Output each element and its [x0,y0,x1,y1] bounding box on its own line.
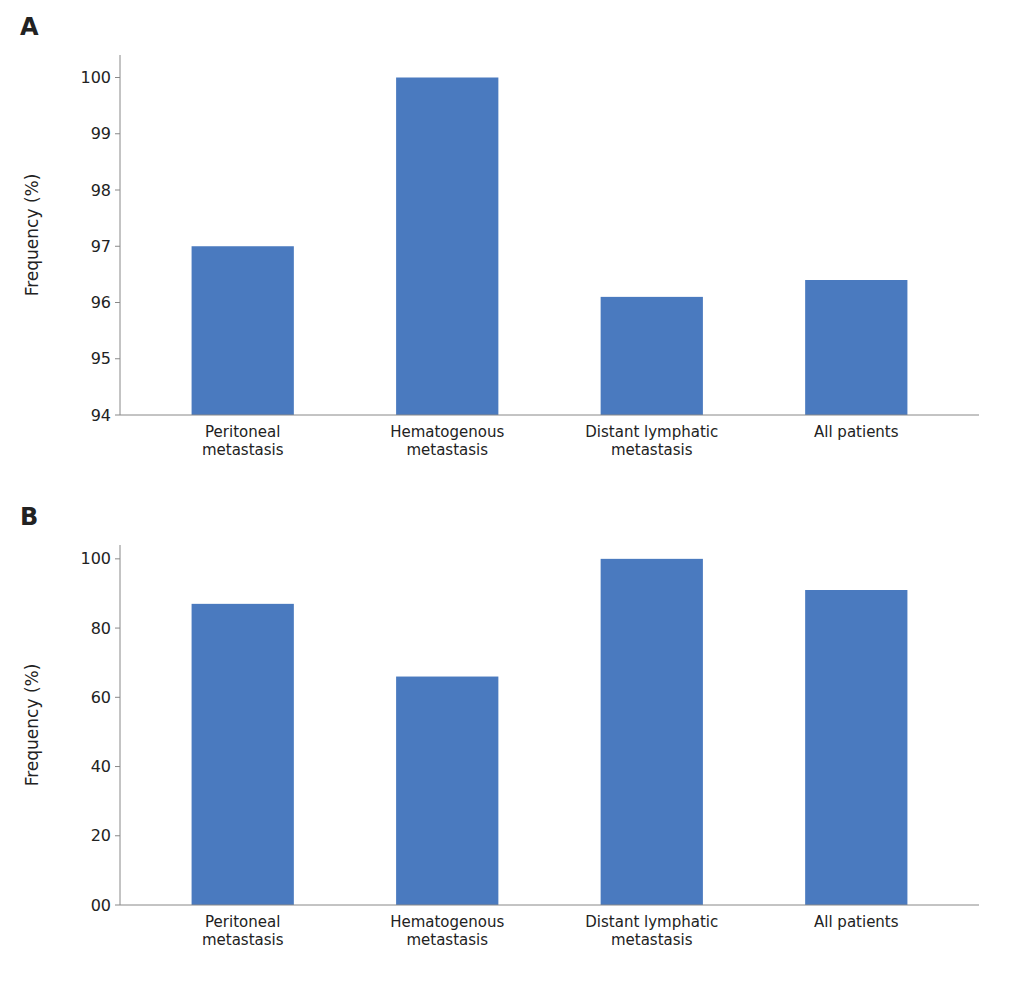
x-tick-label: All patients [814,423,899,441]
y-tick [115,905,120,906]
bar [192,246,294,415]
y-tick [115,77,120,78]
panel-label: B [20,503,38,531]
y-tick [115,415,120,416]
panel: A 94 95 96 97 98 99 100 Frequency (%) Peritonealm… [20,13,979,459]
x-tick-label: Distant lymphaticmetastasis [585,913,718,949]
x-tick-label: Hematogenousmetastasis [390,913,504,949]
x-tick-label: Peritonealmetastasis [202,913,284,949]
x-tick-label: Hematogenousmetastasis [390,423,504,459]
bar [601,297,703,415]
y-tick [115,190,120,191]
bars [192,78,908,416]
bar [805,280,907,415]
y-tick [115,766,120,767]
y-tick-label: 94 [91,406,111,425]
x-tick-label: Distant lymphaticmetastasis [585,423,718,459]
bar [601,559,703,905]
y-tick-label: 00 [91,896,111,915]
y-axis-line [120,55,121,415]
y-tick [115,358,120,359]
y-tick [115,133,120,134]
y-tick-label: 95 [91,349,111,368]
chart-canvas: A 94 95 96 97 98 99 100 Frequency (%) Peritonealm… [0,0,1019,997]
y-tick-label: 97 [91,237,111,256]
y-tick [115,835,120,836]
bar [396,677,498,905]
y-tick-label: 96 [91,293,111,312]
panel-label: A [20,13,39,41]
y-tick-label: 99 [91,124,111,143]
x-tick-label: Peritonealmetastasis [202,423,284,459]
y-tick-label: 100 [80,549,111,568]
x-axis-line [120,905,979,906]
y-tick [115,246,120,247]
bar [396,78,498,416]
y-tick [115,302,120,303]
y-axis-label: Frequency (%) [22,664,42,787]
y-tick [115,628,120,629]
y-tick-label: 60 [91,688,111,707]
y-tick-label: 100 [80,68,111,87]
bar [192,604,294,905]
y-tick-label: 98 [91,181,111,200]
y-tick-label: 20 [91,826,111,845]
y-tick [115,558,120,559]
panel: B 00 20 40 60 80 100 Frequency (%) Peritonealmet… [20,503,979,949]
y-axis-label: Frequency (%) [22,174,42,297]
y-tick-label: 40 [91,757,111,776]
y-tick-label: 80 [91,619,111,638]
y-tick [115,697,120,698]
x-axis-line [120,415,979,416]
bars [192,559,908,905]
bar [805,590,907,905]
x-tick-label: All patients [814,913,899,931]
y-axis-line [120,545,121,905]
